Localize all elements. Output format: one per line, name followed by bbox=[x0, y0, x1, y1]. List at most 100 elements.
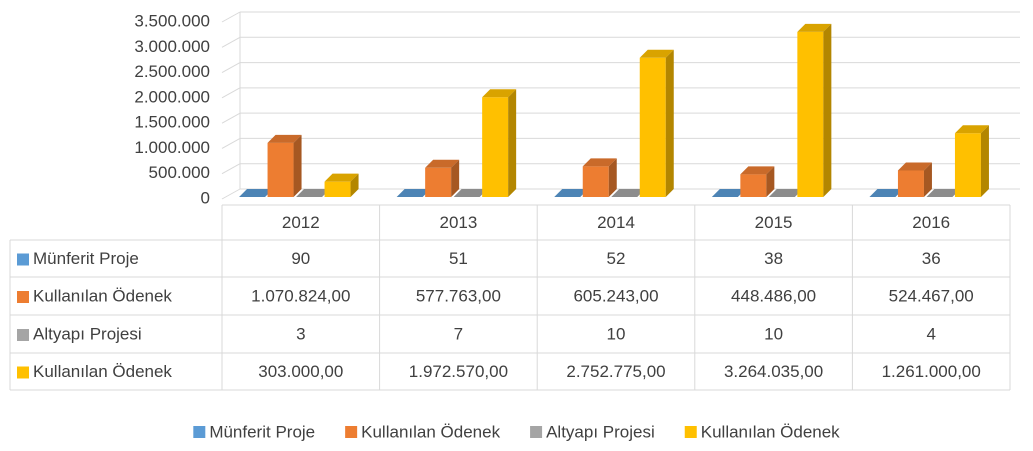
bar-top bbox=[711, 188, 746, 197]
bar-top bbox=[482, 89, 517, 98]
bar-side bbox=[608, 158, 617, 197]
bar-side bbox=[451, 159, 460, 197]
bar-front bbox=[897, 170, 924, 197]
table-cell: 605.243,00 bbox=[573, 286, 658, 305]
y-tick-label: 500.000 bbox=[149, 163, 210, 182]
bar-front bbox=[482, 97, 509, 197]
table-cell: 1.972.570,00 bbox=[409, 362, 508, 381]
legend-label: Kullanılan Ödenek bbox=[701, 422, 840, 441]
y-tick-label: 1.000.000 bbox=[134, 138, 210, 157]
grid-line bbox=[221, 188, 241, 200]
table-cell: 4 bbox=[926, 324, 935, 343]
table-legend-key bbox=[17, 329, 29, 341]
bar-top bbox=[954, 125, 989, 134]
table-cell: 36 bbox=[922, 249, 941, 268]
table-cell: 90 bbox=[291, 249, 310, 268]
y-tick-label: 3.500.000 bbox=[134, 11, 210, 30]
legend-label: Altyapı Projesi bbox=[546, 422, 655, 441]
table-cell: 38 bbox=[764, 249, 783, 268]
bar-top bbox=[869, 188, 904, 197]
bar-top bbox=[324, 173, 359, 182]
bar-side bbox=[293, 134, 302, 197]
bar-side bbox=[923, 162, 932, 197]
bar-front bbox=[582, 166, 609, 197]
grid-line bbox=[221, 163, 241, 175]
bar-front bbox=[267, 142, 294, 197]
table-cell: 10 bbox=[607, 324, 626, 343]
table-cell: 10 bbox=[764, 324, 783, 343]
bar-top bbox=[267, 134, 302, 143]
bar-top bbox=[582, 158, 617, 167]
bar bbox=[482, 89, 517, 197]
table-cell: 7 bbox=[454, 324, 463, 343]
grid-line bbox=[221, 87, 241, 99]
table-row-label: Kullanılan Ödenek bbox=[33, 286, 172, 305]
y-tick-label: 2.500.000 bbox=[134, 62, 210, 81]
x-tick-label: 2013 bbox=[439, 213, 477, 232]
bar-top bbox=[554, 188, 589, 197]
bar-top bbox=[239, 188, 274, 197]
bar-top bbox=[611, 188, 646, 197]
bar-front bbox=[797, 31, 824, 197]
bar-top bbox=[768, 188, 803, 197]
table-cell: 3 bbox=[296, 324, 305, 343]
bar-side bbox=[980, 125, 989, 197]
bar-side bbox=[508, 89, 517, 197]
table-row-label: Münferit Proje bbox=[33, 249, 139, 268]
table-cell: 303.000,00 bbox=[258, 362, 343, 381]
bar-front bbox=[639, 57, 666, 197]
table-cell: 51 bbox=[449, 249, 468, 268]
bar-side bbox=[350, 173, 359, 197]
bar bbox=[797, 23, 832, 197]
bar-top bbox=[453, 188, 488, 197]
table-cell: 524.467,00 bbox=[889, 286, 974, 305]
bar-top bbox=[425, 159, 460, 168]
table-cell: 1.070.824,00 bbox=[251, 286, 350, 305]
table-cell: 1.261.000,00 bbox=[882, 362, 981, 381]
bar-front bbox=[425, 167, 452, 197]
x-tick-label: 2014 bbox=[597, 213, 635, 232]
bar-top bbox=[296, 188, 331, 197]
grid-line bbox=[221, 11, 241, 23]
bar-top bbox=[897, 162, 932, 171]
bar bbox=[639, 49, 674, 197]
table-legend-key bbox=[17, 291, 29, 303]
bar-top bbox=[740, 166, 775, 175]
bar bbox=[267, 134, 302, 197]
bar-front bbox=[740, 174, 767, 197]
legend-key bbox=[530, 426, 543, 438]
legend-key bbox=[684, 426, 697, 438]
bar-front bbox=[954, 133, 981, 197]
table-cell: 2.752.775,00 bbox=[566, 362, 665, 381]
legend-label: Münferit Proje bbox=[209, 422, 315, 441]
table-cell: 3.264.035,00 bbox=[724, 362, 823, 381]
legend-key bbox=[345, 426, 358, 438]
bar-top bbox=[797, 23, 832, 32]
x-tick-label: 2015 bbox=[755, 213, 793, 232]
legend-key bbox=[193, 426, 206, 438]
x-tick-label: 2012 bbox=[282, 213, 320, 232]
grid-line bbox=[221, 137, 241, 149]
legend: Münferit Proje Kullanılan Ödenek Altyapı P… bbox=[193, 422, 840, 441]
bar-side bbox=[665, 49, 674, 197]
bar bbox=[740, 166, 775, 197]
table-legend-key bbox=[17, 253, 29, 266]
legend-label: Kullanılan Ödenek bbox=[361, 422, 500, 441]
bar-side bbox=[823, 23, 832, 197]
grid-line bbox=[221, 112, 241, 124]
table-cell: 52 bbox=[607, 249, 626, 268]
bar-top bbox=[639, 49, 674, 58]
bar-top bbox=[396, 188, 431, 197]
y-tick-label: 3.000.000 bbox=[134, 37, 210, 56]
table-row-label: Kullanılan Ödenek bbox=[33, 362, 172, 381]
bar-side bbox=[766, 166, 775, 197]
bar-front bbox=[324, 181, 351, 197]
table-cell: 577.763,00 bbox=[416, 286, 501, 305]
y-tick-label: 1.500.000 bbox=[134, 113, 210, 132]
bar bbox=[324, 173, 359, 197]
bar bbox=[954, 125, 989, 197]
table-legend-key bbox=[17, 366, 29, 379]
grid-line bbox=[221, 62, 241, 74]
y-tick-label: 2.000.000 bbox=[134, 87, 210, 106]
